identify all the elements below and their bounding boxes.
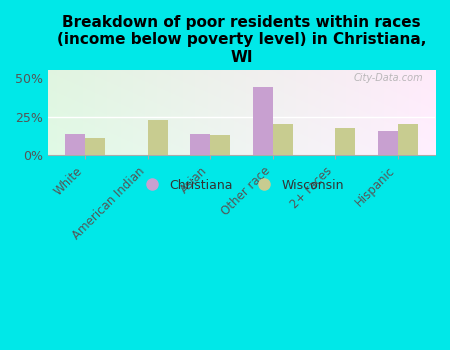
Legend: Christiana, Wisconsin: Christiana, Wisconsin	[134, 174, 349, 197]
Bar	[210, 135, 230, 155]
Bar	[252, 87, 273, 155]
Bar	[190, 134, 210, 155]
Bar	[397, 124, 418, 155]
Bar	[86, 138, 105, 155]
Bar	[378, 131, 397, 155]
Text: City-Data.com: City-Data.com	[354, 73, 423, 83]
Bar	[148, 120, 168, 155]
Bar	[273, 124, 292, 155]
Title: Breakdown of poor residents within races
(income below poverty level) in Christi: Breakdown of poor residents within races…	[57, 15, 426, 65]
Bar	[65, 134, 86, 155]
Bar	[335, 128, 355, 155]
